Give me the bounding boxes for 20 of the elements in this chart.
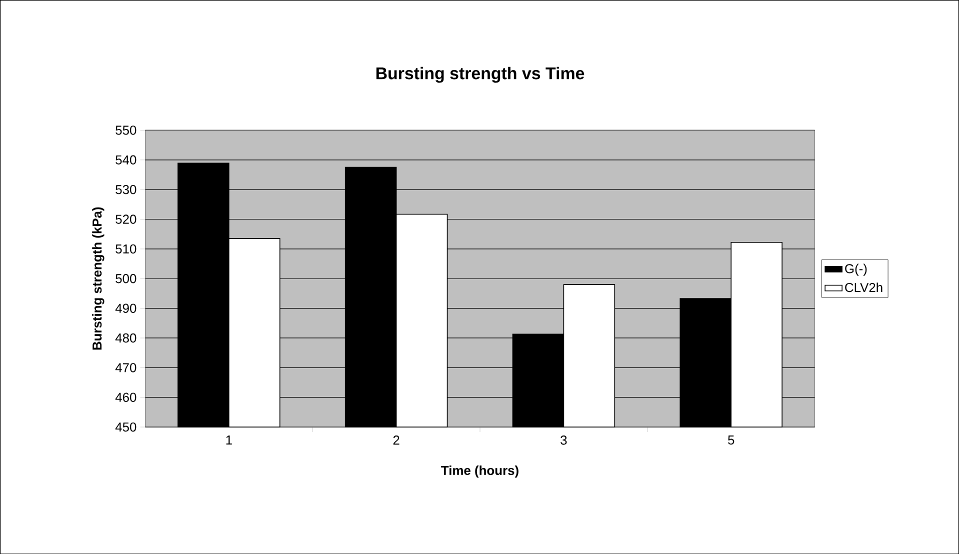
y-tick-label: 450	[115, 422, 136, 432]
y-tick-label: 530	[116, 184, 136, 194]
x-tick-label: 2	[393, 435, 400, 444]
y-tick-label: 480	[115, 333, 136, 342]
y-tick-label: 500	[116, 274, 136, 284]
chart-title: Bursting strength vs Time	[376, 66, 584, 83]
x-tick-label: 1	[226, 435, 232, 444]
y-axis-title: Bursting strength (kPa)	[92, 207, 104, 350]
y-tick-label: 470	[115, 362, 136, 372]
legend-label: G(-)	[845, 264, 867, 276]
y-tick-label: 520	[116, 214, 136, 224]
y-tick-label: 490	[115, 304, 136, 313]
legend-label: CLV2h	[845, 282, 882, 292]
x-tick-label: 5	[728, 435, 734, 444]
x-tick-label: 3	[560, 435, 567, 445]
y-tick-label: 540	[116, 155, 136, 164]
x-axis-title: Time (hours)	[441, 465, 518, 478]
y-tick-label: 460	[115, 392, 136, 402]
y-tick-label: 550	[116, 126, 136, 135]
y-tick-label: 510	[116, 244, 136, 254]
